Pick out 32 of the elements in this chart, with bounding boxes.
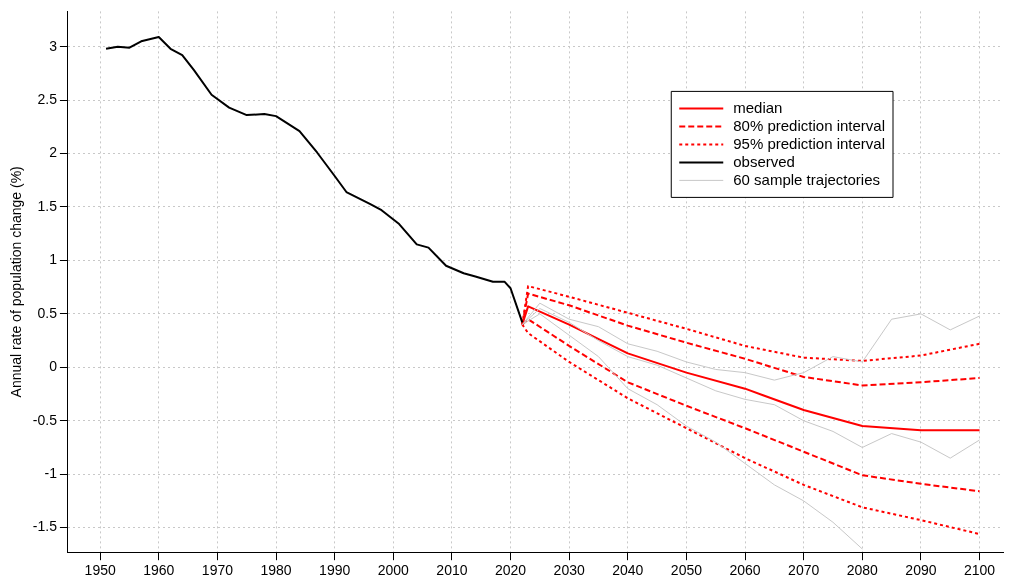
x-tick-label: 2100: [963, 562, 996, 579]
x-tick-label: 2070: [788, 562, 820, 579]
y-tick-label: 1.5: [37, 197, 58, 214]
x-tick-label: 2000: [377, 562, 410, 579]
legend-label: median: [733, 98, 783, 116]
x-tick-label: 2060: [729, 562, 761, 579]
y-tick-label: 2: [49, 144, 58, 161]
x-tick-label: 2090: [905, 562, 937, 579]
legend-label: observed: [733, 152, 795, 170]
x-tick-label: 1990: [319, 562, 351, 579]
x-tick-label: 2010: [436, 562, 468, 579]
x-tick-label: 1960: [143, 562, 175, 579]
y-tick-label: 0: [49, 358, 58, 375]
x-tick-label: 1980: [260, 562, 292, 579]
y-tick-label: -0.5: [32, 411, 58, 428]
y-tick-label: 0.5: [37, 304, 58, 321]
x-tick-label: 2030: [553, 562, 585, 579]
y-tick-label: -1.5: [32, 518, 58, 535]
y-tick-label: -1: [44, 465, 58, 482]
x-tick-label: 2080: [846, 562, 879, 579]
x-tick-label: 1970: [201, 562, 234, 579]
x-tick-label: 2020: [494, 562, 527, 579]
legend-label: 60 sample trajectories: [733, 170, 880, 188]
y-tick-label: 3: [49, 37, 58, 54]
y-tick-label: 2.5: [37, 90, 58, 107]
legend-label: 80% prediction interval: [733, 116, 886, 134]
x-tick-label: 2050: [670, 562, 703, 579]
y-axis-title: Annual rate of population change (%): [8, 166, 25, 398]
x-tick-label: 1950: [84, 562, 116, 579]
y-tick-label: 1: [49, 251, 58, 268]
legend-label: 95% prediction interval: [733, 134, 886, 152]
x-tick-label: 2040: [612, 562, 644, 579]
